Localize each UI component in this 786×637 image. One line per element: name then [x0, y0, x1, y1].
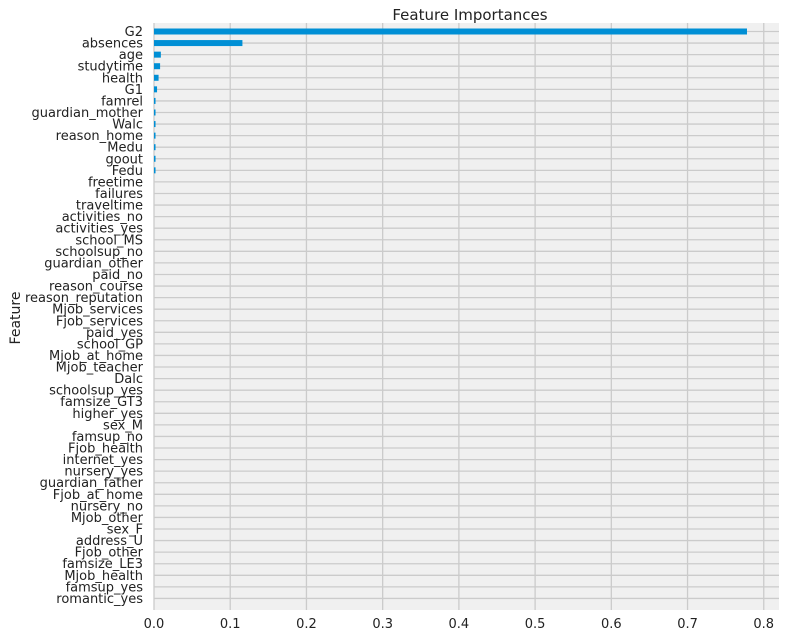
- category-label: activities_yes: [55, 222, 143, 237]
- category-label: paid_no: [92, 268, 143, 283]
- bar-Medu: [154, 144, 156, 151]
- x-tick-labels: 0.0 0.1 0.2 0.3 0.4 0.5 0.6 0.7 0.8: [144, 617, 774, 632]
- x-tick-label: 0.6: [601, 617, 622, 632]
- category-label: schoolsup_no: [55, 245, 143, 260]
- category-label: famsize_LE3: [62, 557, 143, 572]
- category-label: nursery_no: [71, 499, 143, 514]
- category-label: traveltime: [76, 199, 143, 214]
- category-label: G2: [125, 25, 143, 40]
- category-label: Mjob_health: [64, 569, 143, 584]
- category-label: Dalc: [114, 372, 143, 387]
- category-label: studytime: [78, 60, 143, 75]
- bar-G1: [154, 86, 158, 93]
- category-label: Mjob_services: [52, 303, 143, 318]
- y-gridlines: [154, 30, 779, 600]
- x-tick-label: 0.1: [220, 617, 241, 632]
- category-label: activities_no: [62, 210, 143, 225]
- category-label: Fjob_at_home: [53, 488, 143, 503]
- category-label: failures: [95, 187, 143, 202]
- category-label: sex_M: [103, 418, 143, 433]
- category-label: guardian_mother: [32, 106, 144, 121]
- category-label: famsup_yes: [66, 580, 144, 595]
- category-label: schoolsup_yes: [49, 384, 143, 399]
- category-label: goout: [106, 152, 144, 167]
- bar-guardian_mother: [154, 109, 156, 116]
- category-label: sex_F: [107, 523, 143, 538]
- x-tick-label: 0.0: [144, 617, 165, 632]
- x-gridlines: [153, 23, 765, 610]
- category-label: Fjob_services: [56, 314, 143, 329]
- x-tick-label: 0.8: [753, 617, 774, 632]
- category-label: guardian_father: [40, 476, 144, 491]
- x-tick-label: 0.3: [372, 617, 393, 632]
- bar-Fedu: [154, 167, 156, 174]
- category-label: Mjob_at_home: [49, 349, 143, 364]
- bar-goout: [154, 155, 156, 162]
- category-label: age: [119, 48, 143, 63]
- plot-background: [154, 23, 779, 610]
- category-label: Medu: [107, 141, 143, 156]
- bar-reason_home: [154, 132, 156, 139]
- category-labels: G2absencesagestudytimehealthG1famrelguar…: [25, 25, 144, 607]
- category-label: G1: [125, 83, 143, 98]
- bar-health: [154, 74, 159, 81]
- category-label: reason_home: [56, 129, 143, 144]
- category-label: school_GP: [77, 337, 143, 352]
- bar-Walc: [154, 121, 156, 128]
- category-label: internet_yes: [63, 453, 144, 468]
- category-label: famsup_no: [72, 430, 143, 445]
- category-label: Fedu: [112, 164, 143, 179]
- category-label: nursery_yes: [64, 465, 143, 480]
- x-tick-label: 0.2: [296, 617, 317, 632]
- category-label: Fjob_other: [75, 546, 144, 561]
- x-tick-label: 0.4: [449, 617, 470, 632]
- category-label: school_MS: [75, 233, 143, 248]
- category-label: romantic_yes: [56, 592, 143, 607]
- bar-studytime: [154, 63, 161, 70]
- category-label: Fjob_health: [68, 442, 143, 457]
- category-label: paid_yes: [86, 326, 143, 341]
- category-label: Walc: [112, 118, 143, 133]
- category-label: absences: [82, 37, 143, 52]
- category-label: guardian_other: [44, 256, 143, 271]
- category-label: reason_course: [49, 280, 143, 295]
- category-label: Mjob_other: [71, 511, 144, 526]
- x-tick-label: 0.7: [677, 617, 698, 632]
- chart-title: Feature Importances: [392, 6, 547, 24]
- x-tick-label: 0.5: [525, 617, 546, 632]
- bars-group: [154, 28, 747, 174]
- category-label: health: [102, 71, 143, 86]
- bar-age: [154, 51, 161, 58]
- category-label: higher_yes: [72, 407, 143, 422]
- category-label: freetime: [88, 175, 143, 190]
- bar-absences: [154, 40, 243, 47]
- y-axis-label: Feature: [8, 292, 24, 345]
- category-label: Mjob_teacher: [56, 361, 144, 376]
- bar-famrel: [154, 97, 156, 104]
- category-label: famsize_GT3: [60, 395, 143, 410]
- category-label: famrel: [101, 94, 143, 109]
- category-label: reason_reputation: [25, 291, 143, 306]
- category-label: address_U: [76, 534, 143, 549]
- bar-G2: [154, 28, 747, 35]
